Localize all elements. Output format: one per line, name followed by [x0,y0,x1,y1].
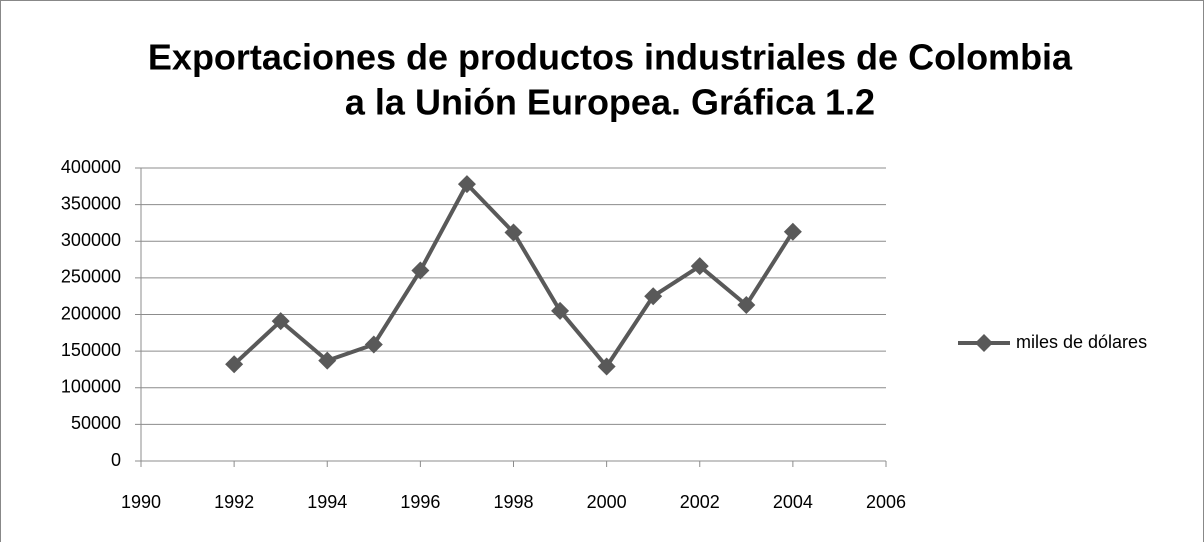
y-tick-label: 150000 [61,340,121,360]
y-tick-label: 200000 [61,303,121,323]
x-tick-label: 1998 [493,492,533,512]
data-point [597,357,616,376]
data-point [551,301,570,320]
y-tick-label: 350000 [61,193,121,213]
data-point [318,351,337,370]
data-point [644,287,663,306]
chart-title: Exportaciones de productos industriales … [148,37,1073,78]
x-tick-label: 2006 [866,492,906,512]
chart-title: a la Unión Europea. Gráfica 1.2 [345,82,875,123]
data-point [225,355,244,374]
legend-marker [975,334,993,352]
y-tick-label: 250000 [61,267,121,287]
data-point [783,222,802,241]
y-tick-label: 300000 [61,230,121,250]
data-point [364,335,383,354]
data-point [504,223,523,242]
x-tick-label: 1994 [307,492,347,512]
y-tick-label: 50000 [71,413,121,433]
x-tick-label: 1996 [400,492,440,512]
legend-label: miles de dólares [1016,332,1147,352]
x-tick-label: 1992 [214,492,254,512]
y-tick-label: 0 [111,450,121,470]
y-tick-label: 100000 [61,377,121,397]
x-tick-label: 2004 [773,492,813,512]
y-tick-label: 400000 [61,157,121,177]
x-tick-label: 2002 [680,492,720,512]
data-point [271,312,290,331]
data-point [457,175,476,194]
data-point [737,295,756,314]
data-point [690,257,709,276]
data-point [411,261,430,280]
x-tick-label: 1990 [121,492,161,512]
x-tick-label: 2000 [587,492,627,512]
